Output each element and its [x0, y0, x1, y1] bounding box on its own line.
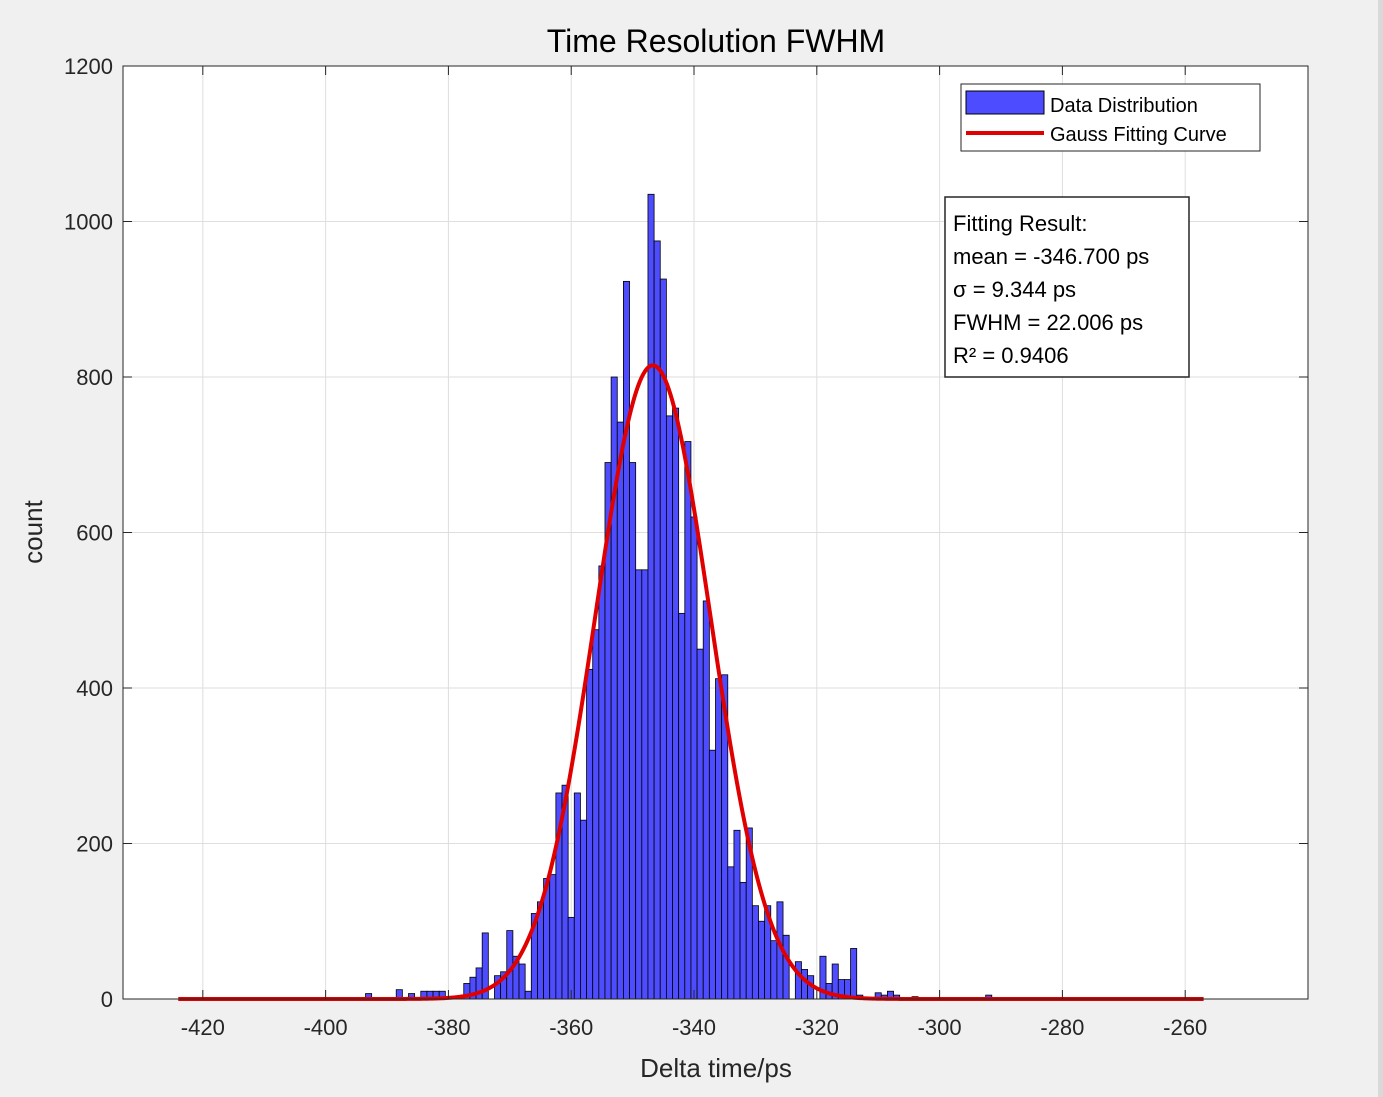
- x-tick-label: -360: [549, 1015, 593, 1040]
- histogram-bar: [573, 792, 581, 1000]
- annotation-line-title: Fitting Result:: [953, 211, 1088, 236]
- y-tick-label: 0: [101, 987, 113, 1012]
- x-axis-label: Delta time/ps: [640, 1053, 792, 1083]
- fitting-result-annotation: Fitting Result: mean = -346.700 ps σ = 9…: [944, 196, 1190, 378]
- histogram-bar: [665, 415, 673, 1000]
- annotation-box: [944, 196, 1190, 378]
- histogram-bar: [586, 668, 594, 1000]
- histogram-bar: [659, 278, 667, 1000]
- axis-ticks: -420 -400 -380 -360 -340 -320 -300 -280 -260 0 200…: [64, 54, 1308, 1040]
- annotation-line-mean: mean = -346.700 ps: [953, 244, 1149, 269]
- histogram-bar: [592, 629, 600, 1000]
- window-edge: [1378, 0, 1383, 1097]
- histogram-bar: [641, 569, 649, 1000]
- histogram-bar: [708, 749, 716, 1000]
- histogram-bar: [580, 819, 587, 1000]
- histogram-bar: [653, 240, 661, 1000]
- histogram-bar: [850, 948, 858, 1000]
- histogram-bar: [696, 648, 704, 1000]
- y-axis-label: count: [18, 499, 48, 563]
- x-tick-label: -420: [181, 1015, 225, 1040]
- x-tick-label: -300: [918, 1015, 962, 1040]
- histogram-bar: [598, 565, 606, 1000]
- histogram-bar: [739, 881, 747, 1000]
- y-tick-label: 600: [76, 521, 113, 546]
- x-tick-label: -320: [795, 1015, 839, 1040]
- y-tick-label: 1000: [64, 210, 113, 235]
- chart-title: Time Resolution FWHM: [547, 23, 885, 59]
- histogram-bar: [678, 612, 686, 1000]
- histogram-bars: [365, 193, 993, 1000]
- histogram-bar: [727, 866, 735, 1000]
- histogram-bar: [702, 600, 710, 1000]
- legend-label-histogram: Data Distribution: [1050, 95, 1198, 117]
- histogram-bar: [770, 940, 778, 1000]
- histogram-bar: [684, 441, 692, 1000]
- x-tick-label: -380: [426, 1015, 470, 1040]
- y-tick-label: 1200: [64, 54, 113, 79]
- y-tick-label: 800: [76, 365, 113, 390]
- x-tick-label: -260: [1163, 1015, 1207, 1040]
- legend-label-gauss: Gauss Fitting Curve: [1050, 124, 1227, 146]
- histogram-bar: [733, 829, 741, 1000]
- x-tick-label: -400: [304, 1015, 348, 1040]
- histogram-bar: [623, 280, 630, 1000]
- histogram-bar: [616, 421, 624, 1000]
- histogram-bar: [549, 874, 557, 1000]
- annotation-line-r2: R² = 0.9406: [953, 343, 1069, 368]
- y-tick-label: 200: [76, 832, 113, 857]
- histogram-bar: [635, 569, 643, 1000]
- histogram-bar: [518, 963, 526, 1000]
- histogram-bar: [794, 961, 802, 1000]
- annotation-line-sigma: σ = 9.344 ps: [953, 277, 1076, 302]
- annotation-line-fwhm: FWHM = 22.006 ps: [953, 310, 1143, 335]
- y-tick-label: 400: [76, 676, 113, 701]
- histogram-bar: [782, 934, 790, 1000]
- legend[interactable]: Data Distribution Gauss Fitting Curve: [960, 83, 1261, 152]
- histogram-bar: [690, 516, 698, 1000]
- histogram-bar: [672, 407, 680, 1000]
- histogram-bar: [524, 990, 532, 1000]
- histogram-bar: [629, 462, 637, 1000]
- x-tick-label: -280: [1040, 1015, 1084, 1040]
- histogram-bar: [715, 678, 723, 1000]
- histogram-bar: [567, 916, 575, 1000]
- histogram-bar: [751, 905, 759, 1000]
- histogram-bar: [647, 193, 655, 1000]
- x-tick-label: -340: [672, 1015, 716, 1040]
- histogram-bar: [801, 969, 808, 1000]
- histogram-bar: [758, 920, 766, 1000]
- legend-swatch-histogram: [965, 90, 1045, 115]
